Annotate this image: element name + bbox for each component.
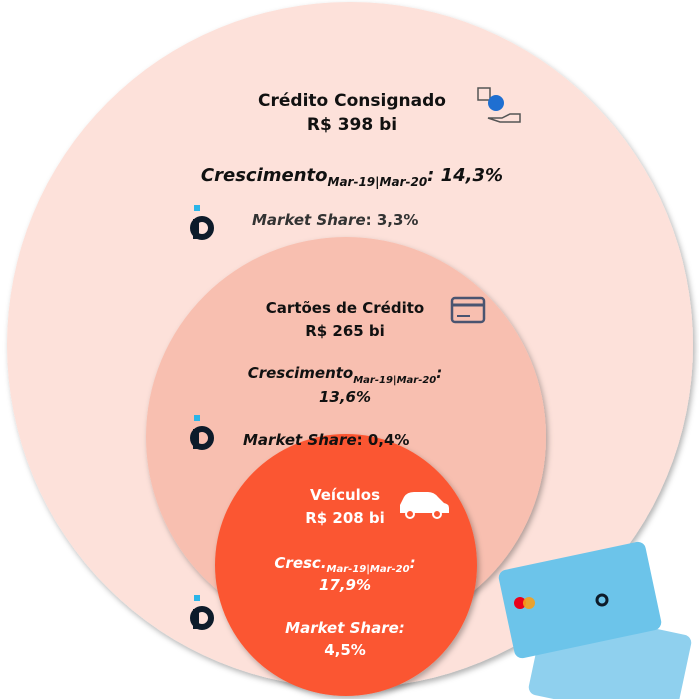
growth-label: Cresc.: [274, 554, 326, 572]
segment-amount: R$ 265 bi: [305, 322, 385, 340]
growth-colon: :: [436, 364, 442, 382]
market-share: Market Share: 0,4%: [243, 431, 409, 449]
segment-amount: R$ 398 bi: [307, 115, 397, 135]
share-label: Market Share:: [285, 619, 405, 637]
share-value: : 3,3%: [366, 211, 419, 229]
growth-period: Mar-19|Mar-20: [353, 375, 436, 386]
growth-period: Mar-19|Mar-20: [327, 564, 410, 575]
growth-value: 17,9%: [319, 576, 371, 594]
segment-name: Crédito Consignado: [258, 91, 446, 111]
segment-name: Veículos: [310, 486, 380, 504]
share-value: : 0,4%: [357, 431, 410, 449]
diagram: Crédito Consignado R$ 398 bi Crescimento…: [0, 0, 699, 699]
market-share: Market Share: 3,3%: [252, 211, 418, 229]
segment-amount: R$ 208 bi: [305, 509, 385, 527]
share-value: 4,5%: [324, 641, 366, 659]
growth-colon: :: [410, 554, 416, 572]
growth-period: Mar-19|Mar-20: [328, 175, 428, 189]
growth-label: Crescimento: [201, 165, 328, 186]
share-label: Market Share: [252, 211, 366, 229]
segment-name: Cartões de Crédito: [266, 299, 424, 317]
share-label: Market Share: [243, 431, 357, 449]
growth-value: : 14,3%: [427, 165, 503, 186]
growth-label: Crescimento: [248, 364, 354, 382]
growth-value: 13,6%: [319, 388, 371, 406]
